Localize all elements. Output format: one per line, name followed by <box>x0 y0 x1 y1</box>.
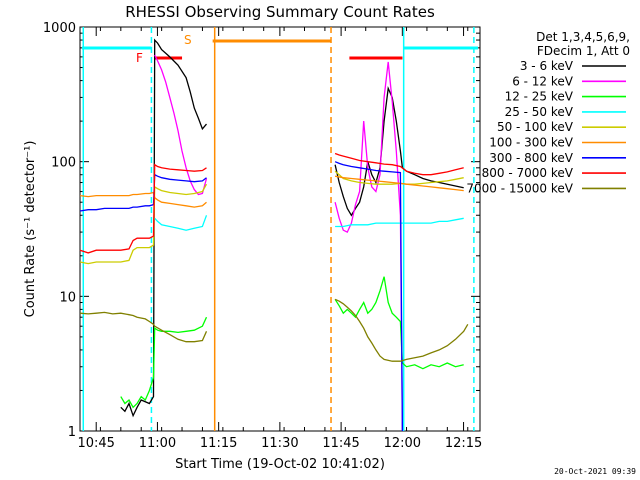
series-line <box>154 215 464 231</box>
series-line <box>120 276 464 409</box>
series-line <box>79 161 404 432</box>
series-line <box>154 54 404 432</box>
x-axis-label: Start Time (19-Oct-02 10:41:02) <box>175 457 385 472</box>
legend-label: 100 - 300 keV <box>489 136 573 150</box>
legend-label: 3 - 6 keV <box>520 59 574 73</box>
x-tick-label: 11:45 <box>322 436 359 451</box>
x-tick-label: 11:00 <box>139 436 176 451</box>
x-tick-label: 10:45 <box>77 436 114 451</box>
series-line <box>120 38 464 418</box>
series-line <box>79 170 464 265</box>
legend-label: 300 - 800 keV <box>489 151 573 165</box>
y-tick-label: 10 <box>59 290 76 305</box>
axis-ticks: 10:45 11:00 11:15 11:30 11:45 12:00 12:15 1 10 10… <box>43 21 482 451</box>
detector-info-line-2: FDecim 1, Att 0 <box>537 44 630 58</box>
plot-frame <box>79 26 481 432</box>
x-tick-label: 11:30 <box>261 436 298 451</box>
legend-label: 25 - 50 keV <box>505 105 574 119</box>
y-tick-label: 100 <box>51 156 76 171</box>
y-tick-label: 1000 <box>43 21 76 36</box>
state-markers <box>82 27 478 431</box>
series-line <box>79 298 469 362</box>
series-line <box>79 152 464 254</box>
x-tick-label: 12:15 <box>445 436 482 451</box>
series-line <box>79 175 464 208</box>
chart-title: RHESSI Observing Summary Count Rates <box>125 3 435 21</box>
flag-label-f: F <box>136 51 143 65</box>
y-axis-label: Count Rate (s⁻¹ detector⁻¹) <box>23 141 38 318</box>
series-lines <box>79 38 469 432</box>
y-tick-label: 1 <box>68 425 76 440</box>
footer-timestamp: 20-Oct-2021 09:39 <box>554 467 636 476</box>
legend-label: 50 - 100 keV <box>497 120 574 134</box>
legend-label: 800 - 7000 keV <box>482 166 574 180</box>
legend-label: 6 - 12 keV <box>512 74 574 88</box>
x-tick-label: 12:00 <box>384 436 421 451</box>
x-tick-label: 11:15 <box>200 436 237 451</box>
flag-label-s: S <box>184 33 192 47</box>
detector-info-line-1: Det 1,3,4,5,6,9, <box>536 30 630 44</box>
legend-label: 7000 - 15000 keV <box>466 181 573 195</box>
legend-label: 12 - 25 keV <box>505 90 574 104</box>
